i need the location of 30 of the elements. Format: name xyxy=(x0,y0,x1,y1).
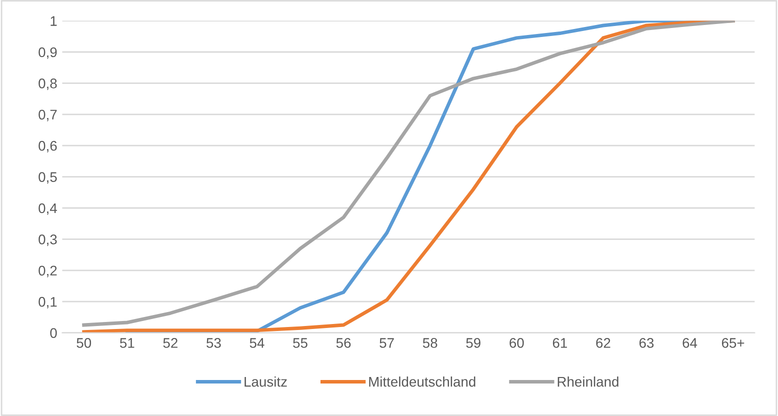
y-tick-label: 0,3 xyxy=(38,234,57,246)
y-tick-label: 0,7 xyxy=(38,110,57,122)
x-tick-label: 58 xyxy=(422,338,438,348)
legend-label: Mitteldeutschland xyxy=(369,376,476,387)
y-tick-label: 0,2 xyxy=(38,266,57,278)
y-tick-label: 0,8 xyxy=(38,78,57,90)
y-tick-label: 0,4 xyxy=(38,203,57,215)
x-tick-label: 53 xyxy=(206,338,221,348)
y-tick-label: 0,6 xyxy=(38,140,57,152)
x-tick-label: 60 xyxy=(510,338,524,348)
x-tick-label: 51 xyxy=(120,338,134,348)
y-tick-label: 1 xyxy=(50,16,57,26)
x-tick-label: 65+ xyxy=(722,338,744,348)
x-tick-label: 61 xyxy=(552,338,567,348)
x-tick-label: 59 xyxy=(466,338,480,348)
y-tick-label: 0 xyxy=(50,328,57,338)
legend-label: Lausitz xyxy=(244,376,287,387)
x-tick-label: 57 xyxy=(380,338,394,348)
x-tick-label: 63 xyxy=(639,338,654,348)
x-tick-label: 55 xyxy=(293,338,308,348)
x-tick-label: 56 xyxy=(336,338,351,348)
y-tick-label: 0,9 xyxy=(38,47,57,59)
x-tick-label: 64 xyxy=(682,338,698,348)
x-tick-label: 54 xyxy=(250,338,264,348)
y-tick-label: 0,1 xyxy=(38,296,57,308)
y-tick-label: 0,5 xyxy=(38,172,57,184)
x-tick-label: 62 xyxy=(596,338,610,348)
x-tick-label: 50 xyxy=(76,338,92,348)
x-tick-label: 52 xyxy=(163,338,178,348)
legend-label: Rheinland xyxy=(558,376,618,387)
